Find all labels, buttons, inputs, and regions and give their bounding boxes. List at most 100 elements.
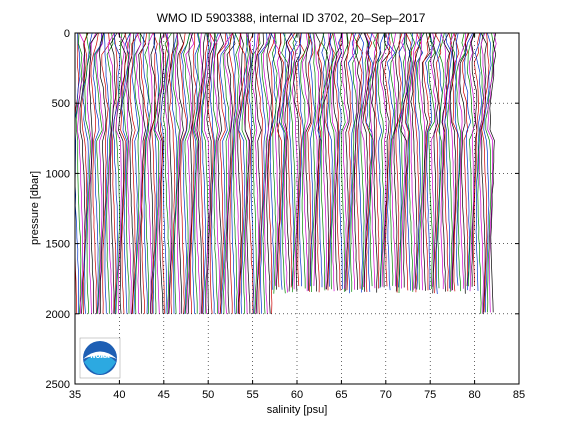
profile-line (477, 32, 484, 314)
y-tick-label: 1500 (46, 239, 70, 251)
profile-line (413, 32, 421, 293)
profile-line (395, 32, 403, 293)
profile-line (275, 32, 283, 290)
x-tick-label: 70 (380, 389, 392, 401)
profile-line (273, 32, 281, 286)
profile-line (441, 32, 450, 292)
profile-line (407, 32, 416, 292)
profile-line (400, 32, 411, 288)
profile-line (430, 32, 437, 287)
profile-line (374, 32, 380, 289)
profile-line (269, 32, 277, 290)
profile-line (168, 32, 179, 314)
profile-line (449, 32, 457, 291)
profile-line (151, 32, 158, 314)
profile-line (280, 32, 289, 294)
profile-line (295, 32, 306, 287)
profile-line (416, 32, 425, 290)
profile-line (489, 32, 497, 313)
profile-line (386, 32, 396, 291)
x-tick-label: 75 (424, 389, 436, 401)
profile-line (272, 32, 278, 294)
profile-line (115, 32, 125, 314)
profile-line (207, 32, 216, 314)
profile-line (448, 32, 455, 291)
y-tick-label: 2000 (46, 309, 70, 321)
profile-line (90, 32, 99, 314)
profile-line (226, 32, 236, 314)
profile-line (144, 32, 152, 314)
profile-line (333, 32, 343, 291)
profile-line (135, 32, 144, 314)
profile-line (76, 32, 85, 314)
profile-line (286, 32, 296, 288)
profile-line (323, 32, 332, 290)
profile-line (152, 32, 159, 314)
profile-line (381, 32, 391, 288)
profile-line (107, 32, 115, 314)
profile-line (115, 32, 123, 314)
profile-line (179, 32, 187, 314)
profile-line (480, 32, 487, 314)
profile-line (172, 32, 180, 314)
profile-line (138, 32, 147, 314)
profile-line (360, 32, 370, 288)
profile-line (129, 32, 139, 314)
profile-line (325, 32, 335, 291)
x-tick-label: 80 (468, 389, 480, 401)
profile-line (339, 32, 349, 292)
profile-line (80, 32, 88, 314)
x-tick-label: 65 (335, 389, 347, 401)
profile-line (300, 32, 309, 289)
profile-line (216, 32, 225, 314)
svg-text:NOAA: NOAA (90, 353, 110, 360)
profile-line (301, 32, 310, 292)
profile-line (153, 32, 162, 314)
profile-line (459, 32, 470, 294)
profile-line (297, 32, 304, 287)
x-tick-label: 60 (291, 389, 303, 401)
profile-line (101, 32, 110, 314)
profile-line (279, 32, 288, 290)
profile-line (355, 32, 364, 289)
profile-line (111, 32, 118, 314)
profile-line (127, 32, 135, 314)
profile-line (341, 32, 349, 289)
x-tick-label: 50 (202, 389, 214, 401)
profile-line (398, 32, 406, 294)
y-tick-label: 0 (64, 28, 70, 40)
profile-line (238, 32, 249, 314)
y-tick-label: 1000 (46, 168, 70, 180)
profile-line (379, 32, 390, 287)
profile-line (345, 32, 353, 291)
profile-line (209, 32, 219, 314)
profile-line (487, 32, 497, 313)
profile-line (284, 32, 293, 292)
profile-line (309, 32, 316, 287)
profile-line (390, 32, 398, 287)
profile-line (310, 32, 317, 293)
profile-line (358, 32, 365, 293)
profile-line (404, 32, 412, 291)
profile-line (336, 32, 343, 290)
profile-line (198, 32, 208, 314)
profile-line (94, 32, 104, 314)
profile-line (408, 32, 418, 291)
profile-line (313, 32, 320, 286)
profile-line (106, 32, 114, 314)
profile-line (353, 32, 363, 290)
profile-line (405, 32, 413, 291)
profile-line (258, 32, 268, 314)
profile-line (121, 32, 131, 314)
profile-line (415, 32, 425, 290)
profile-line (400, 32, 407, 289)
profile-line (434, 32, 442, 294)
profile-line (224, 32, 233, 314)
profile-line (421, 32, 431, 291)
profile-line (203, 32, 212, 314)
profile-line (251, 32, 261, 314)
profile-line (109, 32, 118, 314)
profile-line (147, 32, 154, 314)
profile-line (263, 32, 271, 314)
